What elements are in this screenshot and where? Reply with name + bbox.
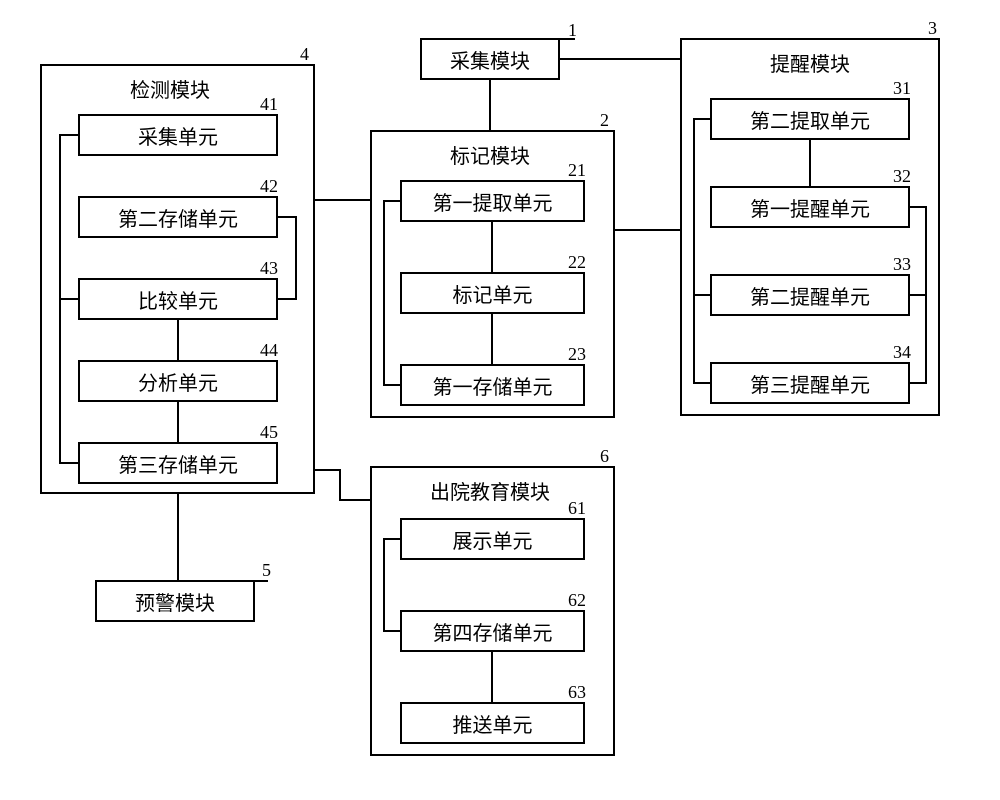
module-4-title: 检测模块 bbox=[130, 74, 210, 103]
unit-23-label: 第一存储单元 bbox=[433, 371, 553, 400]
unit-42-box: 第二存储单元 bbox=[78, 196, 278, 238]
unit-61-box: 展示单元 bbox=[400, 518, 585, 560]
unit-43-label: 比较单元 bbox=[138, 285, 218, 314]
unit-21-box: 第一提取单元 bbox=[400, 180, 585, 222]
tick-21 bbox=[554, 180, 574, 182]
unit-34-box: 第三提醒单元 bbox=[710, 362, 910, 404]
tick-34 bbox=[878, 362, 898, 364]
tick-1 bbox=[555, 38, 575, 40]
unit-34-label: 第三提醒单元 bbox=[750, 369, 870, 398]
module-1-label: 采集模块 bbox=[450, 45, 530, 74]
unit-21-label: 第一提取单元 bbox=[433, 187, 553, 216]
unit-63-box: 推送单元 bbox=[400, 702, 585, 744]
unit-42-number: 42 bbox=[260, 176, 278, 197]
tick-23 bbox=[554, 364, 574, 366]
tick-44 bbox=[246, 360, 266, 362]
tick-41 bbox=[246, 114, 266, 116]
unit-33-box: 第二提醒单元 bbox=[710, 274, 910, 316]
tick-22 bbox=[554, 272, 574, 274]
unit-32-label: 第一提醒单元 bbox=[750, 193, 870, 222]
module-5-number: 5 bbox=[262, 560, 271, 581]
unit-22-label: 标记单元 bbox=[453, 279, 533, 308]
unit-45-number: 45 bbox=[260, 422, 278, 443]
unit-61-number: 61 bbox=[568, 498, 586, 519]
module-3-title: 提醒模块 bbox=[770, 48, 850, 77]
tick-45 bbox=[246, 442, 266, 444]
unit-43-number: 43 bbox=[260, 258, 278, 279]
unit-31-number: 31 bbox=[893, 78, 911, 99]
unit-45-label: 第三存储单元 bbox=[118, 449, 238, 478]
tick-4 bbox=[282, 64, 306, 66]
unit-43-box: 比较单元 bbox=[78, 278, 278, 320]
unit-34-number: 34 bbox=[893, 342, 911, 363]
unit-62-box: 第四存储单元 bbox=[400, 610, 585, 652]
unit-32-box: 第一提醒单元 bbox=[710, 186, 910, 228]
unit-22-number: 22 bbox=[568, 252, 586, 273]
tick-62 bbox=[554, 610, 574, 612]
unit-63-label: 推送单元 bbox=[453, 709, 533, 738]
module-3-number: 3 bbox=[928, 18, 937, 39]
tick-5 bbox=[248, 580, 268, 582]
module-6-title: 出院教育模块 bbox=[430, 476, 550, 505]
tick-3 bbox=[910, 38, 934, 40]
unit-32-number: 32 bbox=[893, 166, 911, 187]
tick-61 bbox=[554, 518, 574, 520]
tick-33 bbox=[878, 274, 898, 276]
tick-43 bbox=[246, 278, 266, 280]
unit-33-label: 第二提醒单元 bbox=[750, 281, 870, 310]
tick-31 bbox=[878, 98, 898, 100]
module-2-title: 标记模块 bbox=[450, 140, 530, 169]
tick-2 bbox=[584, 130, 606, 132]
unit-62-number: 62 bbox=[568, 590, 586, 611]
unit-44-label: 分析单元 bbox=[138, 367, 218, 396]
unit-41-number: 41 bbox=[260, 94, 278, 115]
module-6-number: 6 bbox=[600, 446, 609, 467]
unit-23-box: 第一存储单元 bbox=[400, 364, 585, 406]
unit-31-label: 第二提取单元 bbox=[750, 105, 870, 134]
module-2-number: 2 bbox=[600, 110, 609, 131]
unit-44-number: 44 bbox=[260, 340, 278, 361]
unit-62-label: 第四存储单元 bbox=[433, 617, 553, 646]
unit-42-label: 第二存储单元 bbox=[118, 203, 238, 232]
unit-41-box: 采集单元 bbox=[78, 114, 278, 156]
tick-6 bbox=[584, 466, 606, 468]
unit-33-number: 33 bbox=[893, 254, 911, 275]
unit-44-box: 分析单元 bbox=[78, 360, 278, 402]
diagram-canvas: 采集模块 1 检测模块 4 采集单元 41 第二存储单元 42 比较单元 43 … bbox=[0, 0, 1000, 800]
module-5-box: 预警模块 bbox=[95, 580, 255, 622]
tick-63 bbox=[554, 702, 574, 704]
unit-63-number: 63 bbox=[568, 682, 586, 703]
unit-61-label: 展示单元 bbox=[453, 525, 533, 554]
unit-22-box: 标记单元 bbox=[400, 272, 585, 314]
tick-42 bbox=[246, 196, 266, 198]
unit-41-label: 采集单元 bbox=[138, 121, 218, 150]
unit-21-number: 21 bbox=[568, 160, 586, 181]
unit-31-box: 第二提取单元 bbox=[710, 98, 910, 140]
unit-45-box: 第三存储单元 bbox=[78, 442, 278, 484]
tick-32 bbox=[878, 186, 898, 188]
module-1-box: 采集模块 bbox=[420, 38, 560, 80]
module-4-number: 4 bbox=[300, 44, 309, 65]
unit-23-number: 23 bbox=[568, 344, 586, 365]
module-5-label: 预警模块 bbox=[135, 587, 215, 616]
